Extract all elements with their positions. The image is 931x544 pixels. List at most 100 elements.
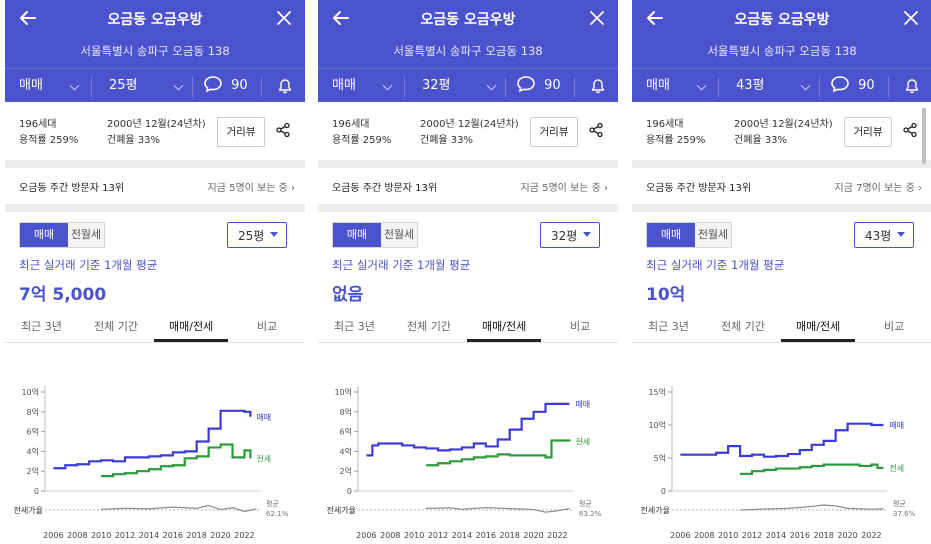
trade-type-dropdown[interactable]: 매매 xyxy=(646,69,670,103)
visitor-row[interactable]: 오금동 주간 방문자 13위 지금 5명이 보는 중 › xyxy=(5,168,305,204)
header-filter-bar: 매매 43평 90 xyxy=(632,68,931,103)
visitor-row[interactable]: 오금동 주간 방문자 13위 지금 7명이 보는 중 › xyxy=(632,168,931,204)
tab-recent-3y[interactable]: 최근 3년 xyxy=(21,320,62,333)
back-arrow-icon[interactable] xyxy=(644,7,666,29)
x-tick-label: 2006 xyxy=(356,531,376,540)
y-tick-label: 8억 xyxy=(27,407,39,417)
ratio-series-line xyxy=(740,504,884,511)
tab-all-period[interactable]: 전체 기간 xyxy=(407,320,451,333)
x-tick-label: 2012 xyxy=(115,531,135,540)
sale-series-label: 매매 xyxy=(889,421,904,430)
tab-sale-rent[interactable]: 매매/전세 xyxy=(169,320,214,333)
distance-view-button[interactable]: 거리뷰 xyxy=(530,117,578,147)
tab-recent-3y[interactable]: 최근 3년 xyxy=(334,320,375,333)
apartment-panel: 오금동 오금우방 서울특별시 송파구 오금동 138 매매 32평 90 196… xyxy=(318,0,618,544)
size-select-value: 25평 xyxy=(238,229,265,243)
panel-header: 오금동 오금우방 서울특별시 송파구 오금동 138 매매 43평 90 xyxy=(632,0,931,102)
triangle-down-icon xyxy=(897,232,905,237)
share-icon[interactable] xyxy=(588,122,604,138)
share-icon[interactable] xyxy=(275,122,291,138)
size-dropdown[interactable]: 32평 xyxy=(422,69,451,103)
y-tick-label: 6억 xyxy=(340,427,352,437)
x-tick-label: 2018 xyxy=(187,531,207,540)
x-tick-label: 2014 xyxy=(139,531,159,540)
x-tick-label: 2020 xyxy=(837,531,857,540)
coverage-ratio: 건폐율 33% xyxy=(420,135,474,146)
speech-bubble-icon xyxy=(204,76,222,93)
average-price: 10억 xyxy=(646,285,686,305)
rent-series-label: 전세 xyxy=(575,437,590,447)
close-icon[interactable] xyxy=(902,9,920,27)
scrollbar[interactable] xyxy=(922,108,926,164)
bell-icon[interactable] xyxy=(904,78,920,94)
comments-button[interactable]: 90 xyxy=(203,69,248,103)
x-tick-label: 2020 xyxy=(523,531,543,540)
speech-bubble-icon xyxy=(517,76,535,93)
complex-title: 오금동 오금우방 xyxy=(420,12,516,28)
tab-all-period[interactable]: 전체 기간 xyxy=(721,320,765,333)
y-tick-label: 0 xyxy=(34,487,39,496)
x-tick-label: 2022 xyxy=(234,531,254,540)
header-filter-bar: 매매 25평 90 xyxy=(5,68,305,103)
comments-button[interactable]: 90 xyxy=(830,69,875,103)
x-tick-label: 2012 xyxy=(742,531,762,540)
comment-count: 90 xyxy=(231,78,248,93)
apartment-panel: 오금동 오금우방 서울특별시 송파구 오금동 138 매매 25평 90 196… xyxy=(5,0,305,544)
x-tick-label: 2018 xyxy=(500,531,520,540)
tab-sale-rent[interactable]: 매매/전세 xyxy=(482,320,527,333)
x-tick-label: 2008 xyxy=(694,531,714,540)
y-tick-label: 15억 xyxy=(648,387,666,397)
size-dropdown[interactable]: 43평 xyxy=(736,69,765,103)
size-dropdown[interactable]: 25평 xyxy=(109,69,138,103)
close-icon[interactable] xyxy=(588,9,606,27)
x-tick-label: 2008 xyxy=(380,531,400,540)
chevron-right-icon: › xyxy=(918,183,922,194)
toggle-rent[interactable]: 전월세 xyxy=(383,228,415,241)
bell-icon[interactable] xyxy=(277,78,293,94)
size-select[interactable]: 43평 xyxy=(854,222,914,248)
panel-header: 오금동 오금우방 서울특별시 송파구 오금동 138 매매 32평 90 xyxy=(318,0,618,102)
back-arrow-icon[interactable] xyxy=(17,7,39,29)
trade-type-dropdown[interactable]: 매매 xyxy=(19,69,43,103)
toggle-rent[interactable]: 전월세 xyxy=(70,228,102,241)
visitor-rank: 오금동 주간 방문자 13위 xyxy=(332,183,438,194)
chevron-down-icon xyxy=(696,80,707,91)
distance-view-button[interactable]: 거리뷰 xyxy=(844,117,892,147)
tab-sale-rent[interactable]: 매매/전세 xyxy=(796,320,841,333)
complex-title: 오금동 오금우방 xyxy=(734,12,830,28)
share-icon[interactable] xyxy=(902,122,918,138)
bell-icon[interactable] xyxy=(590,78,606,94)
size-select[interactable]: 32평 xyxy=(540,222,600,248)
rent-series-line xyxy=(101,443,252,478)
size-select[interactable]: 25평 xyxy=(227,222,287,248)
x-tick-label: 2008 xyxy=(67,531,87,540)
visitor-row[interactable]: 오금동 주간 방문자 13위 지금 5명이 보는 중 › xyxy=(318,168,618,204)
y-tick-label: 0 xyxy=(661,487,666,496)
tab-compare[interactable]: 비교 xyxy=(884,320,905,333)
x-tick-label: 2018 xyxy=(814,531,834,540)
close-icon[interactable] xyxy=(275,9,293,27)
active-tab-indicator xyxy=(467,339,541,342)
y-tick-label: 10억 xyxy=(21,387,39,397)
tab-compare[interactable]: 비교 xyxy=(570,320,591,333)
toggle-sale[interactable]: 매매 xyxy=(647,223,695,247)
ratio-series-line xyxy=(426,507,570,513)
y-tick-label: 8억 xyxy=(340,407,352,417)
tab-compare[interactable]: 비교 xyxy=(257,320,278,333)
comments-button[interactable]: 90 xyxy=(516,69,561,103)
header-filter-bar: 매매 32평 90 xyxy=(318,68,618,103)
tab-recent-3y[interactable]: 최근 3년 xyxy=(648,320,689,333)
toggle-sale[interactable]: 매매 xyxy=(333,223,381,247)
distance-view-button[interactable]: 거리뷰 xyxy=(217,117,265,147)
size-label: 43평 xyxy=(736,78,765,93)
x-tick-label: 2022 xyxy=(861,531,881,540)
back-arrow-icon[interactable] xyxy=(330,7,352,29)
toggle-sale[interactable]: 매매 xyxy=(20,223,68,247)
toggle-rent[interactable]: 전월세 xyxy=(697,228,729,241)
trade-type-dropdown[interactable]: 매매 xyxy=(332,69,356,103)
tab-all-period[interactable]: 전체 기간 xyxy=(94,320,138,333)
chevron-right-icon: › xyxy=(291,183,295,194)
